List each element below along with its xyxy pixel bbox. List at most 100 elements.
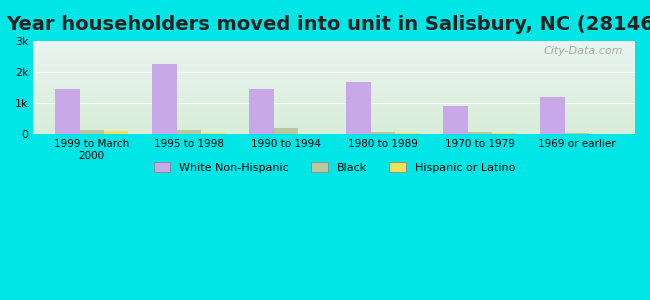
Bar — [34, 119, 635, 120]
Bar — [34, 123, 635, 124]
Bar — [34, 118, 635, 119]
Bar — [34, 41, 635, 42]
Bar — [34, 89, 635, 90]
Text: City-Data.com: City-Data.com — [543, 46, 623, 56]
Bar — [34, 128, 635, 129]
Bar — [34, 99, 635, 100]
Bar — [34, 55, 635, 56]
Bar — [34, 60, 635, 61]
Bar — [34, 88, 635, 89]
Bar — [34, 120, 635, 122]
Bar — [34, 102, 635, 103]
Bar — [34, 69, 635, 70]
Bar — [34, 112, 635, 113]
Bar — [34, 87, 635, 88]
Bar — [34, 126, 635, 127]
Bar — [34, 46, 635, 47]
Bar — [34, 58, 635, 59]
Bar — [177, 130, 201, 134]
Bar — [540, 97, 565, 134]
Bar — [34, 116, 635, 117]
Bar — [34, 74, 635, 75]
Bar — [34, 48, 635, 49]
Bar — [34, 75, 635, 76]
Bar — [467, 132, 492, 134]
Bar — [34, 129, 635, 130]
Bar — [34, 50, 635, 51]
Bar — [34, 42, 635, 43]
Bar — [34, 131, 635, 132]
Bar — [34, 64, 635, 65]
Bar — [34, 111, 635, 112]
Bar — [34, 72, 635, 73]
Bar — [34, 108, 635, 109]
Bar — [34, 132, 635, 133]
Title: Year householders moved into unit in Salisbury, NC (28146): Year householders moved into unit in Sal… — [6, 15, 650, 34]
Bar — [274, 128, 298, 134]
Bar — [34, 113, 635, 114]
Bar — [34, 83, 635, 84]
Bar — [443, 106, 467, 134]
Bar — [34, 133, 635, 134]
Bar — [34, 49, 635, 50]
Bar — [34, 103, 635, 105]
Bar — [492, 133, 516, 134]
Bar — [34, 76, 635, 77]
Bar — [395, 133, 419, 134]
Bar — [34, 105, 635, 106]
Bar — [34, 117, 635, 118]
Bar — [34, 73, 635, 74]
Bar — [34, 98, 635, 99]
Bar — [34, 107, 635, 108]
Bar — [34, 59, 635, 60]
Bar — [34, 127, 635, 128]
Bar — [34, 124, 635, 125]
Bar — [201, 133, 225, 134]
Bar — [34, 114, 635, 115]
Bar — [34, 94, 635, 95]
Bar — [34, 115, 635, 116]
Bar — [34, 106, 635, 107]
Bar — [34, 91, 635, 92]
Bar — [34, 130, 635, 131]
Bar — [34, 57, 635, 58]
Bar — [34, 61, 635, 63]
Bar — [34, 80, 635, 81]
Bar — [34, 67, 635, 68]
Bar — [79, 130, 104, 134]
Bar — [34, 110, 635, 111]
Bar — [34, 92, 635, 93]
Bar — [34, 100, 635, 101]
Bar — [152, 64, 177, 134]
Bar — [34, 77, 635, 78]
Bar — [34, 97, 635, 98]
Bar — [346, 82, 370, 134]
Bar — [34, 68, 635, 69]
Bar — [34, 54, 635, 55]
Bar — [34, 118, 635, 119]
Bar — [34, 66, 635, 67]
Bar — [34, 70, 635, 71]
Bar — [34, 78, 635, 80]
Bar — [34, 122, 635, 123]
Bar — [34, 96, 635, 97]
Bar — [34, 51, 635, 52]
Bar — [370, 132, 395, 134]
Bar — [565, 133, 589, 134]
Bar — [34, 45, 635, 46]
Bar — [104, 131, 128, 134]
Legend: White Non-Hispanic, Black, Hispanic or Latino: White Non-Hispanic, Black, Hispanic or L… — [149, 158, 519, 177]
Bar — [34, 44, 635, 45]
Bar — [34, 53, 635, 54]
Bar — [34, 85, 635, 86]
Bar — [34, 109, 635, 110]
Bar — [34, 81, 635, 82]
Bar — [34, 65, 635, 66]
Bar — [34, 95, 635, 96]
Bar — [34, 93, 635, 94]
Bar — [34, 47, 635, 48]
Bar — [34, 63, 635, 64]
Bar — [34, 101, 635, 102]
Bar — [34, 90, 635, 91]
Bar — [250, 89, 274, 134]
